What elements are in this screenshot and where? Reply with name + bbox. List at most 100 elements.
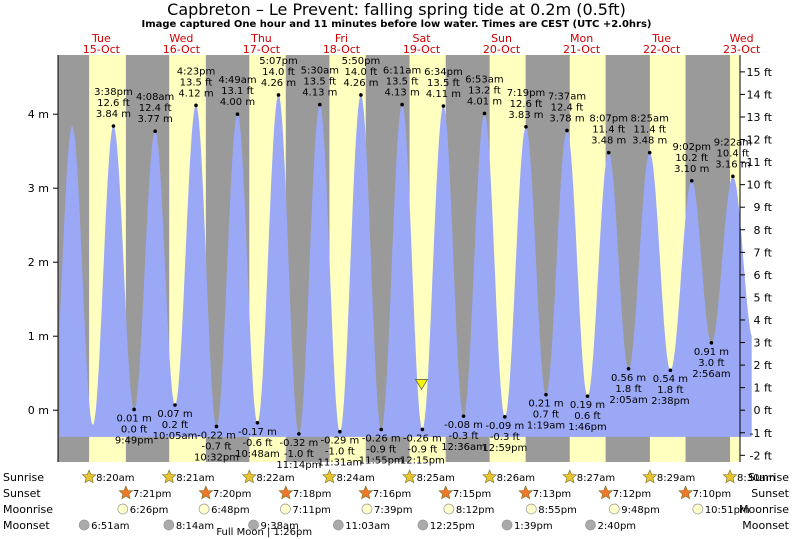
moonrise-icon (361, 503, 373, 515)
tide-m-label: 0.21 m (528, 399, 563, 410)
date-label: 21-Oct (563, 43, 601, 56)
tide-time-label: 6:11am (383, 66, 421, 77)
left-tick-label: 1 m (28, 330, 49, 343)
tide-ft-label: 14.0 ft (262, 67, 295, 78)
tide-ft-label: 0.6 ft (574, 411, 600, 422)
tide-point (235, 112, 240, 116)
tide-time-label: 2:05am (609, 395, 647, 406)
tide-ft-label: -0.7 ft (202, 441, 232, 452)
tide-ft-label: 1.8 ft (615, 384, 641, 395)
tide-m-label: 0.91 m (694, 347, 729, 358)
tide-time-label: 2:56am (692, 369, 730, 380)
tide-m-label: 0.56 m (611, 373, 646, 384)
tide-time-label: 10:05am (153, 431, 198, 442)
tide-time-label: 12:15pm (400, 455, 445, 466)
moonrise-row-label-left: Moonrise (3, 503, 53, 516)
date-label: 18-Oct (323, 43, 361, 56)
left-tick-label: 3 m (28, 182, 49, 195)
right-tick-label: 1 ft (754, 382, 773, 395)
sunset-time: 7:15pm (453, 489, 492, 500)
right-tick-label: 4 ft (754, 314, 773, 327)
tide-m-label: 3.10 m (674, 164, 709, 175)
moonset-icon (501, 519, 513, 531)
tide-point (689, 179, 694, 183)
tide-ft-label: 10.4 ft (717, 148, 750, 159)
moonset-time: 1:39pm (514, 521, 553, 532)
tide-m-label: 0.01 m (117, 413, 152, 424)
tide-time-label: 11:55pm (359, 455, 404, 466)
tide-point (503, 415, 507, 419)
tide-m-label: -0.08 m (444, 420, 483, 431)
tide-point (297, 432, 301, 436)
tide-time-label: 9:49pm (115, 435, 154, 446)
current-level-marker (414, 379, 429, 391)
moonrise-time: 8:12pm (456, 505, 495, 516)
tide-time-label: 7:37am (548, 91, 586, 102)
moonrise-icon (117, 503, 129, 515)
tide-time-label: 4:23pm (177, 66, 216, 77)
right-tick-label: 11 ft (747, 156, 773, 169)
sunrise-time: 8:25am (417, 473, 455, 484)
day-label: Sat (412, 32, 431, 45)
tide-ft-label: -0.3 ft (490, 432, 520, 443)
left-tick-label: 0 m (28, 404, 49, 417)
moonset-time: 8:14am (176, 521, 214, 532)
tide-point (400, 102, 404, 107)
day-label: Wed (730, 32, 754, 45)
sunset-time: 7:21pm (133, 489, 172, 500)
tide-time-label: 1:46pm (568, 422, 607, 433)
sunset-time: 7:12pm (613, 489, 652, 500)
sunrise-icon (402, 469, 417, 484)
sunset-icon (518, 485, 534, 500)
tide-time-label: 2:38pm (651, 396, 690, 407)
moonset-icon (248, 519, 259, 531)
sunrise-time: 8:21am (176, 473, 214, 484)
tide-m-label: 4.26 m (343, 78, 378, 89)
right-tick-label: 5 ft (754, 291, 773, 304)
tide-point (338, 429, 342, 434)
moonrise-time: 6:48pm (211, 505, 250, 516)
moonrise-icon (280, 503, 291, 515)
tide-m-label: 3.84 m (96, 109, 131, 120)
moonset-icon (332, 519, 344, 531)
day-label: Wed (169, 32, 193, 45)
right-tick-label: -1 ft (750, 427, 773, 440)
tide-m-label: -0.29 m (320, 436, 359, 447)
tide-point (379, 427, 384, 432)
tide-m-label: 4.01 m (467, 96, 502, 107)
tide-time-label: 5:50pm (342, 56, 381, 67)
tide-ft-label: -1.0 ft (284, 449, 314, 460)
sunset-icon (598, 485, 614, 500)
axes: 0 m 1 m 2 m 3 m 4 m -2 ft -1 ft 0 ft 1 ft 2 ft 3 f… (28, 55, 773, 462)
day-label: Sun (491, 32, 512, 45)
tide-point (647, 150, 652, 155)
tide-point (441, 104, 446, 108)
tide-ft-label: 12.6 ft (510, 99, 543, 110)
moonset-time: 2:40pm (597, 521, 636, 532)
tide-time-label: 7:19pm (507, 88, 546, 99)
tide-time-label: 12:36am (441, 442, 486, 453)
sunrise-icon (241, 469, 257, 484)
tide-m-label: 3.78 m (549, 113, 584, 124)
tide-point (482, 111, 487, 116)
tide-time-label: 10:48am (235, 449, 280, 460)
chart-subtitle: Image captured One hour and 11 minutes b… (141, 19, 652, 30)
tide-m-label: 3.48 m (591, 136, 626, 147)
tide-point (420, 427, 425, 432)
tide-time-label: 10:32pm (194, 452, 239, 463)
right-tick-label: 12 ft (747, 134, 773, 147)
tide-point (276, 93, 281, 97)
sunrise-icon (322, 469, 337, 484)
sunrise-time: 8:27am (577, 473, 615, 484)
left-tick-label: 4 m (28, 108, 49, 121)
astro-rows: Sunrise Sunrise 8:20am 8:21am 8:22am 8:24am 8:… (3, 469, 790, 538)
sunset-icon (198, 485, 214, 500)
tide-m-label: 4.00 m (220, 97, 255, 108)
right-tick-label: 0 ft (754, 404, 773, 417)
tide-m-label: -0.22 m (197, 430, 236, 441)
tide-ft-label: 1.8 ft (657, 385, 683, 396)
tide-time-label: 6:53am (465, 74, 503, 85)
moonset-time: 6:51am (91, 521, 129, 532)
